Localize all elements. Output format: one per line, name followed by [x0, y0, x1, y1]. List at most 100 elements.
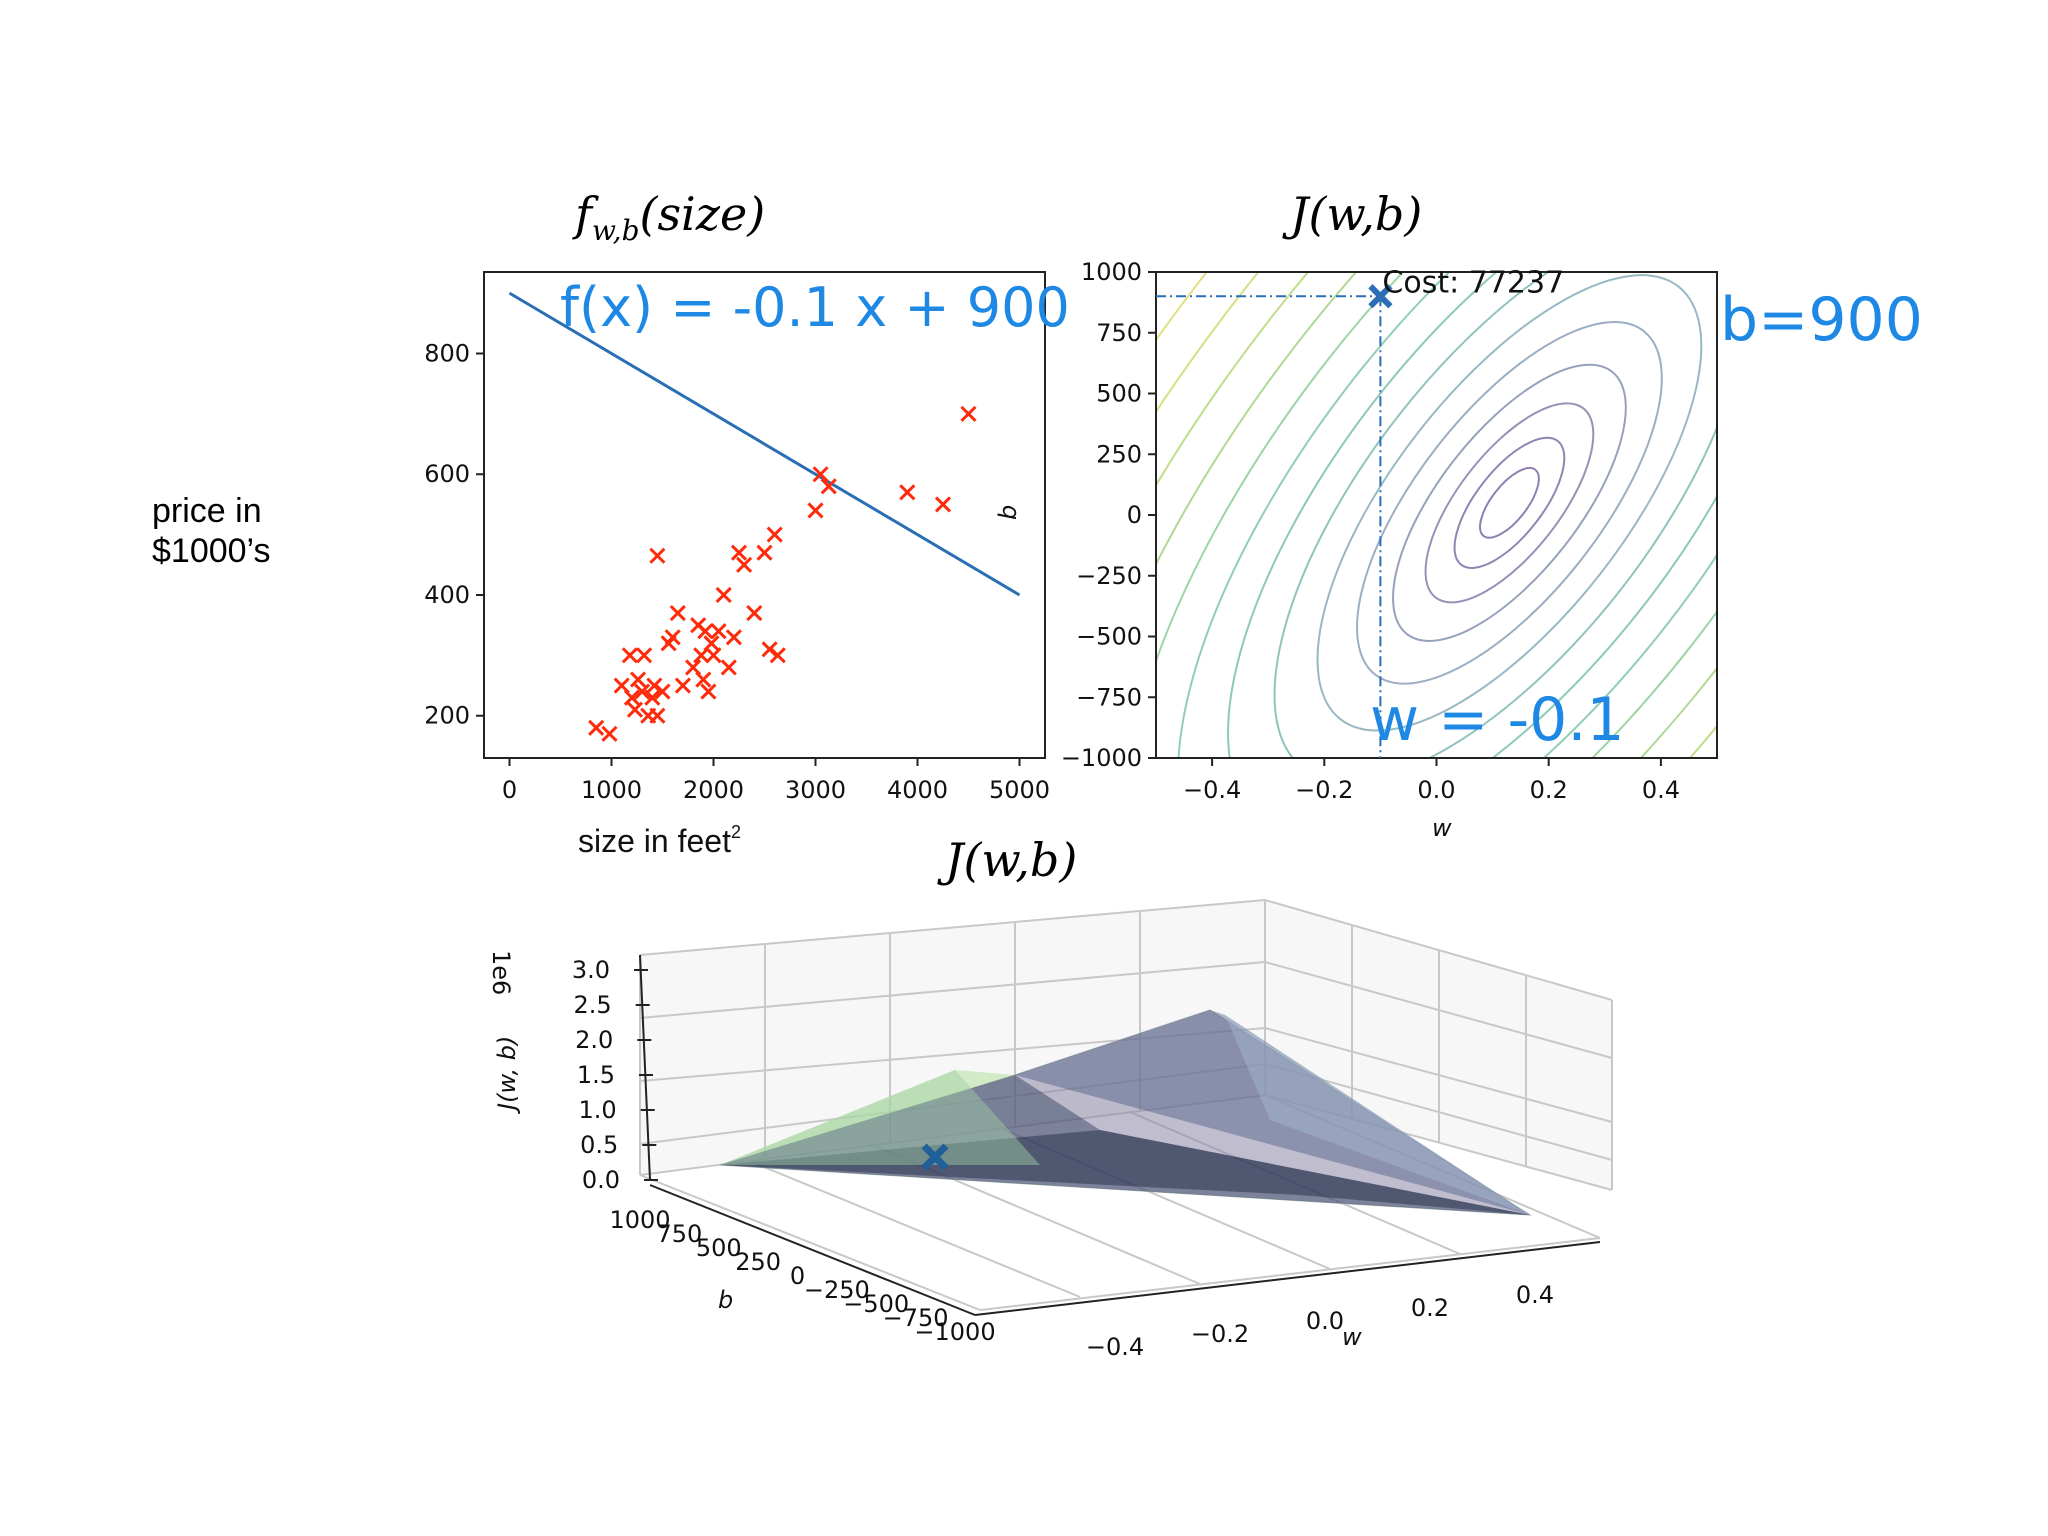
z-tick-label: 2.5 — [573, 991, 611, 1019]
scatter-xlabel-sup: 2 — [731, 822, 741, 842]
data-point — [697, 623, 714, 640]
data-point — [736, 556, 753, 573]
w-axis — [974, 1241, 1601, 1316]
contour-xtick-label: 0.0 — [1417, 776, 1455, 804]
contour-level — [1273, 272, 1717, 758]
data-point-stroke-b — [623, 689, 640, 706]
data-point — [730, 544, 748, 561]
surface-title: J(w,b) — [937, 833, 1077, 887]
data-point-stroke-b — [725, 629, 742, 646]
data-point — [703, 635, 720, 652]
contour-level — [1156, 272, 1717, 758]
w-tick-label: −0.2 — [1191, 1320, 1249, 1348]
data-point — [634, 683, 651, 700]
data-point — [621, 647, 638, 664]
data-point-stroke-b — [746, 605, 763, 622]
contour-level — [1479, 467, 1540, 539]
contour-ytick-label: −1000 — [1061, 744, 1142, 772]
surface-current-marker — [921, 1143, 949, 1171]
data-point — [812, 466, 829, 483]
contour-level — [1356, 321, 1663, 685]
contour-chart: J(w,b) −0.4 −0.2 0.0 0.2 0.4 1000 750 500 250 0 −2… — [994, 187, 1923, 842]
data-point — [820, 478, 837, 495]
contour-level — [1177, 272, 1717, 758]
contour-level — [1453, 436, 1566, 569]
data-point-stroke-b — [703, 635, 720, 652]
b-tick-label: −1000 — [914, 1318, 995, 1346]
data-point-stroke-b — [697, 623, 714, 640]
data-point-stroke-b — [649, 547, 666, 564]
b-tick-label: 250 — [735, 1248, 781, 1276]
surface-marker-stroke-b — [921, 1143, 949, 1171]
data-point — [700, 683, 717, 700]
contour-ytick-label: −750 — [1076, 683, 1142, 711]
scatter-xlabel-text: size in feet — [578, 823, 731, 859]
z-tick-label: 0.5 — [580, 1131, 618, 1159]
data-point — [636, 647, 653, 664]
data-point — [588, 719, 605, 736]
data-point — [746, 605, 763, 622]
data-point-stroke-b — [629, 671, 647, 688]
data-point — [649, 547, 666, 564]
data-point — [601, 725, 618, 742]
b-tick-label: −750 — [883, 1304, 949, 1332]
data-point-stroke-b — [613, 677, 630, 694]
data-point — [769, 647, 786, 664]
contour-xtick-label: 0.4 — [1642, 776, 1680, 804]
data-point — [761, 641, 778, 658]
data-point-stroke-b — [756, 544, 773, 561]
contour-ytick-label: −500 — [1076, 623, 1142, 651]
data-point — [629, 671, 647, 688]
data-point-stroke-b — [601, 725, 618, 742]
contour-level — [1156, 272, 1717, 758]
data-point-stroke-b — [710, 623, 727, 640]
data-point-stroke-b — [960, 405, 977, 422]
data-point-stroke-b — [646, 677, 663, 694]
data-point-stroke-b — [626, 701, 644, 718]
data-point-stroke-b — [636, 647, 653, 664]
z-scale: 1e6 — [487, 950, 515, 995]
data-point — [654, 683, 671, 700]
data-point-stroke-b — [820, 478, 837, 495]
data-point — [720, 659, 737, 676]
contour-ytick-label: 500 — [1096, 380, 1142, 408]
contour-xtick-label: −0.2 — [1295, 776, 1353, 804]
contour-level — [1156, 272, 1717, 758]
scatter-ytick-label: 600 — [424, 460, 470, 488]
scatter-xtick-label: 3000 — [785, 776, 846, 804]
data-point — [705, 647, 722, 664]
data-point-stroke-b — [736, 556, 753, 573]
contour-ytick-label: 250 — [1096, 440, 1142, 468]
data-point-stroke-b — [695, 671, 712, 688]
w-tick-label: 0.0 — [1306, 1307, 1344, 1335]
b-tick-label: 0 — [790, 1262, 805, 1290]
contour-title: J(w,b) — [1282, 187, 1422, 241]
current-point-marker — [1368, 284, 1393, 309]
contour-ytick-label: −250 — [1076, 562, 1142, 590]
data-point-stroke-b — [700, 683, 717, 700]
b-axis — [649, 1184, 976, 1316]
contour-ytick-label: 0 — [1127, 501, 1142, 529]
data-point-stroke-b — [685, 659, 702, 676]
data-point — [623, 689, 640, 706]
data-point — [807, 502, 824, 519]
b-tick-label: −500 — [843, 1290, 909, 1318]
contour-level — [1156, 272, 1717, 758]
z-axis — [639, 954, 651, 1181]
b-label: b — [718, 1286, 733, 1314]
w-annotation: w = -0.1 — [1370, 685, 1625, 755]
contour-level — [1316, 274, 1703, 732]
w-tick-label: 0.2 — [1411, 1294, 1449, 1322]
data-point-stroke-b — [934, 496, 952, 513]
data-point-stroke-b — [769, 647, 786, 664]
data-point-stroke-b — [621, 647, 638, 664]
b-tick-label: 750 — [656, 1220, 702, 1248]
data-point — [695, 671, 712, 688]
z-tick-label: 1.0 — [578, 1096, 616, 1124]
contour-ytick-label: 1000 — [1081, 258, 1142, 286]
b-annotation: b=900 — [1720, 285, 1923, 355]
cost-surface — [719, 1009, 1532, 1216]
contour-xtick-label: −0.4 — [1183, 776, 1241, 804]
scatter-title-rest: (size) — [640, 187, 766, 241]
